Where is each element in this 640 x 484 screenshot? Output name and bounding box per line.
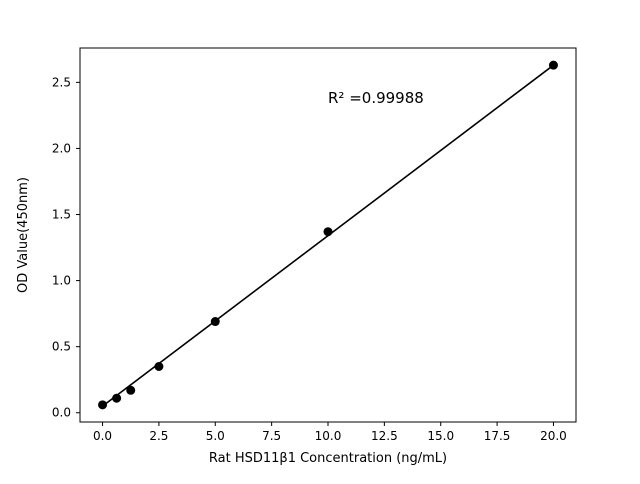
x-tick-label: 17.5 [484,429,511,443]
x-tick-label: 12.5 [371,429,398,443]
y-tick-label: 2.5 [52,75,71,89]
data-point [323,227,333,237]
x-tick-label: 20.0 [540,429,567,443]
y-tick-label: 0.0 [52,406,71,420]
x-tick-label: 7.5 [262,429,281,443]
data-point [112,393,122,403]
x-tick-label: 15.0 [427,429,454,443]
y-tick-label: 2.0 [52,141,71,155]
data-point [548,60,558,70]
y-tick-label: 1.5 [52,208,71,222]
x-tick-label: 10.0 [315,429,342,443]
r-squared-annotation: R² =0.99988 [328,89,424,107]
x-tick-label: 0.0 [93,429,112,443]
data-point [154,361,164,371]
y-axis-label: OD Value(450nm) [16,177,31,293]
y-tick-label: 0.5 [52,340,71,354]
y-tick-label: 1.0 [52,274,71,288]
data-point [126,385,136,395]
x-tick-label: 5.0 [206,429,225,443]
x-tick-label: 2.5 [149,429,168,443]
x-axis-label: Rat HSD11β1 Concentration (ng/mL) [209,451,447,466]
data-point [210,317,220,327]
data-point [98,400,108,410]
